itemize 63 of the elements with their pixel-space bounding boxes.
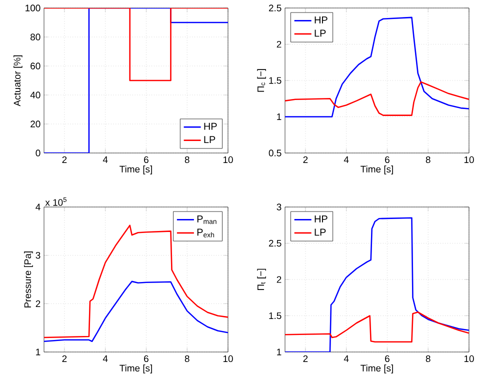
line-series [44, 224, 228, 338]
x-tick-label: 10 [464, 156, 474, 164]
x-tick-label: 8 [184, 156, 190, 164]
y-tick-label: 3 [276, 204, 282, 210]
legend-label: P$_{man}$ [197, 216, 216, 224]
y-axis-title: Π$_{c}$ [−] [257, 69, 266, 92]
line-series [44, 280, 228, 342]
y-tick-label: 1 [36, 348, 40, 356]
y-tick-label: 1 [277, 348, 282, 356]
legend-label: LP [314, 30, 326, 37]
line-series [285, 16, 469, 118]
y-tick-label: 2 [276, 276, 282, 283]
y-tick-label: 1.5 [269, 312, 282, 320]
legend-label: P$_{exh}$ [197, 228, 214, 238]
x-axis-title: Time [s] [120, 364, 152, 374]
x-tick-label: 8 [184, 355, 190, 362]
x-axis-title: Time [s] [360, 166, 393, 174]
x-tick-label: 6 [385, 355, 390, 362]
y-axis-title: Pressure [Pa] [24, 252, 33, 308]
x-tick-label: 6 [144, 355, 148, 362]
line-series [285, 217, 469, 352]
text: x 10$^{5}$ [45, 197, 66, 206]
y-tick-label: 4 [36, 204, 40, 210]
y-tick-label: 2 [36, 300, 40, 307]
x-tick-label: 10 [223, 156, 233, 164]
x-tick-label: 6 [144, 156, 148, 164]
y-axis-title: Actuator [%] [14, 55, 22, 106]
x-axis-title: Time [s] [360, 364, 393, 374]
line-series [285, 311, 469, 342]
y-tick-label: 1.5 [269, 77, 282, 84]
x-axis-title: Time [s] [120, 166, 152, 174]
y-tick-label: 1 [277, 113, 282, 120]
y-axis-title: Π$_{t}$ [−] [257, 268, 266, 290]
legend-label: HP [314, 216, 328, 222]
x-tick-label: 4 [344, 355, 349, 362]
line-series [285, 81, 469, 116]
x-tick-label: 2 [303, 355, 308, 362]
y-tick-label: 2.5 [268, 4, 282, 12]
y-tick-label: 3 [36, 252, 40, 259]
y-tick-label: 2 [276, 40, 282, 48]
x-tick-label: 2 [303, 156, 308, 163]
x-tick-label: 4 [102, 156, 108, 163]
legend-label: HP [204, 122, 217, 130]
y-tick-label: 80 [30, 34, 40, 40]
y-tick-label: 20 [30, 120, 40, 128]
legend-label: LP [204, 136, 216, 144]
x-tick-label: 10 [464, 355, 474, 362]
y-tick-label: 100 [26, 4, 40, 12]
legend-label: LP [314, 228, 326, 236]
x-tick-label: 10 [223, 355, 233, 362]
x-tick-label: 8 [426, 156, 430, 164]
x-tick-label: 4 [102, 355, 108, 362]
x-tick-label: 2 [62, 156, 67, 163]
x-tick-label: 4 [344, 156, 349, 163]
x-tick-label: 2 [62, 355, 67, 362]
y-tick-label: 0.5 [268, 150, 282, 156]
x-tick-label: 8 [426, 355, 430, 362]
x-tick-label: 6 [385, 156, 390, 164]
y-tick-label: 60 [30, 62, 40, 70]
y-tick-label: 40 [30, 92, 40, 98]
y-tick-label: 2.5 [268, 240, 282, 247]
legend-label: HP [314, 16, 328, 24]
y-tick-label: 0 [36, 150, 40, 156]
